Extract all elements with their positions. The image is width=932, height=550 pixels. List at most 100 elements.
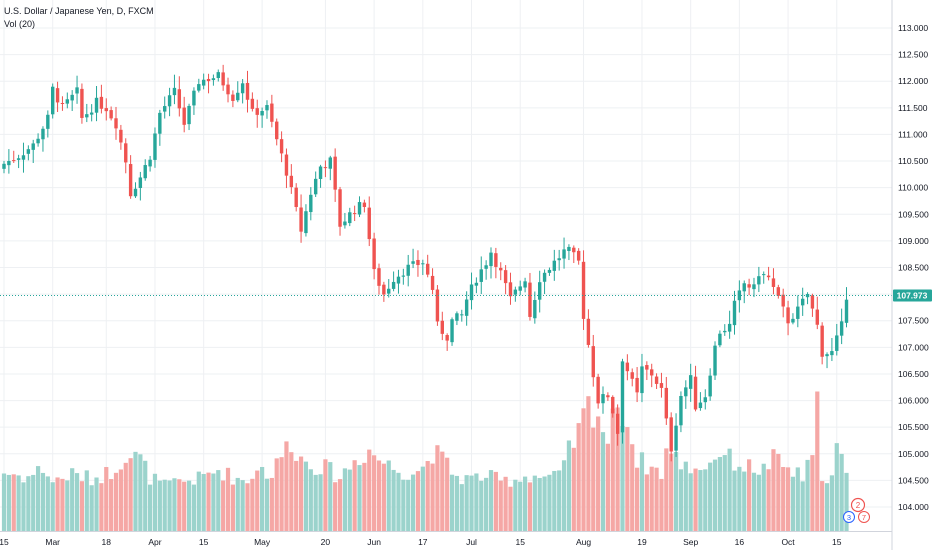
volume-bar [333, 482, 338, 531]
candle-body [250, 98, 255, 109]
time-tick-label: 20 [321, 537, 331, 547]
candle-body [289, 175, 294, 188]
volume-bar [308, 469, 313, 531]
candle-body [435, 289, 440, 322]
candle-body [723, 330, 727, 333]
candle-body [606, 395, 610, 398]
volume-bar [800, 481, 805, 531]
candle-body [299, 207, 303, 232]
candle-body [455, 313, 459, 321]
volume-bar [172, 478, 177, 531]
candle-body [576, 250, 581, 261]
candle-body [737, 290, 742, 301]
time-tick-label: 16 [735, 537, 745, 547]
candle-body [786, 307, 790, 324]
candle-body [601, 394, 605, 404]
badge-count-3: 3 [847, 513, 851, 522]
volume-bar [615, 407, 620, 531]
volume-bar [747, 459, 752, 531]
volume-bar [230, 484, 235, 531]
candle-body [128, 164, 133, 197]
candle-body [226, 84, 230, 95]
volume-bar [211, 473, 216, 531]
candle-body [367, 207, 371, 240]
last-price-tag-bg [893, 289, 932, 302]
candle-body [499, 267, 503, 271]
candle-body [46, 114, 50, 129]
volume-bar [605, 443, 610, 531]
volume-bar [756, 474, 761, 531]
volume-layer [1, 391, 849, 531]
candle-body [197, 84, 201, 91]
volume-bar [522, 476, 528, 531]
time-tick-label: 15 [199, 537, 209, 547]
candle-body [279, 139, 284, 154]
candle-body [581, 261, 586, 319]
candle-body [484, 265, 488, 269]
volume-bar [1, 473, 7, 531]
candle-body [401, 275, 406, 277]
candle-body [669, 417, 673, 452]
event-badges[interactable]: 2 3 7 [843, 497, 870, 523]
volume-bar [639, 452, 645, 531]
volume-bar [620, 426, 625, 531]
time-axis[interactable]: 15 Mar 18 Apr 15 May 20 Jun 17 Jul 15 Aug 19 Sep 16 Oct… [0, 537, 842, 547]
volume-bar [376, 460, 382, 531]
volume-bar [449, 474, 455, 531]
volume-bar [50, 482, 55, 531]
volume-bar [133, 451, 138, 531]
candle-body [684, 387, 688, 397]
volume-bar [410, 474, 416, 531]
volume-indicator-label[interactable]: Vol (20) [4, 19, 36, 29]
candle-body [357, 202, 362, 215]
volume-bar [479, 480, 484, 531]
volume-bar [221, 480, 226, 531]
earnings-badge-icon[interactable] [850, 497, 866, 513]
volume-bar [235, 477, 240, 531]
event-badge-icon[interactable] [843, 511, 855, 523]
volume-bar [347, 469, 352, 531]
candle-body [513, 289, 518, 295]
candle-body [445, 335, 449, 341]
candle-body [206, 78, 211, 82]
volume-bar [201, 473, 206, 531]
volume-bar [571, 447, 576, 531]
volume-bar [776, 453, 781, 531]
volume-bar [781, 466, 786, 531]
price-tick-label: 110.000 [898, 183, 928, 193]
volume-bar [430, 463, 435, 531]
candle-body [362, 202, 367, 208]
volume-bar [284, 441, 289, 531]
candle-body [348, 212, 352, 224]
candle-body [114, 118, 118, 129]
volume-bar [722, 455, 727, 531]
candle-body [304, 211, 308, 234]
dividend-badge-icon[interactable] [858, 511, 870, 523]
candle-body [36, 138, 40, 144]
candle-body [275, 121, 279, 140]
price-axis[interactable]: 113.000 112.500 112.000 111.500 111.000 110.5… [898, 23, 929, 512]
candle-body [825, 354, 829, 357]
candle-body [172, 87, 177, 96]
symbol-title[interactable]: U.S. Dollar / Japanese Yen, D, FXCM [4, 6, 154, 16]
volume-bar [508, 486, 513, 531]
volume-bar [649, 466, 654, 531]
time-tick-label: 19 [637, 537, 647, 547]
volume-bar [31, 474, 36, 531]
candle-body [645, 365, 649, 370]
candle-body [557, 258, 561, 261]
candle-body [742, 283, 746, 292]
volume-bar [381, 463, 386, 531]
candle-body [703, 397, 707, 403]
candle-body [844, 299, 849, 323]
price-tick-label: 112.000 [898, 76, 928, 86]
candle-body [708, 375, 712, 397]
time-tick-label: 15 [515, 537, 525, 547]
volume-bar [547, 474, 552, 531]
volume-bar [488, 470, 494, 531]
volume-bar [664, 448, 669, 531]
time-tick-label: Mar [45, 537, 60, 547]
candle-body [732, 300, 737, 326]
